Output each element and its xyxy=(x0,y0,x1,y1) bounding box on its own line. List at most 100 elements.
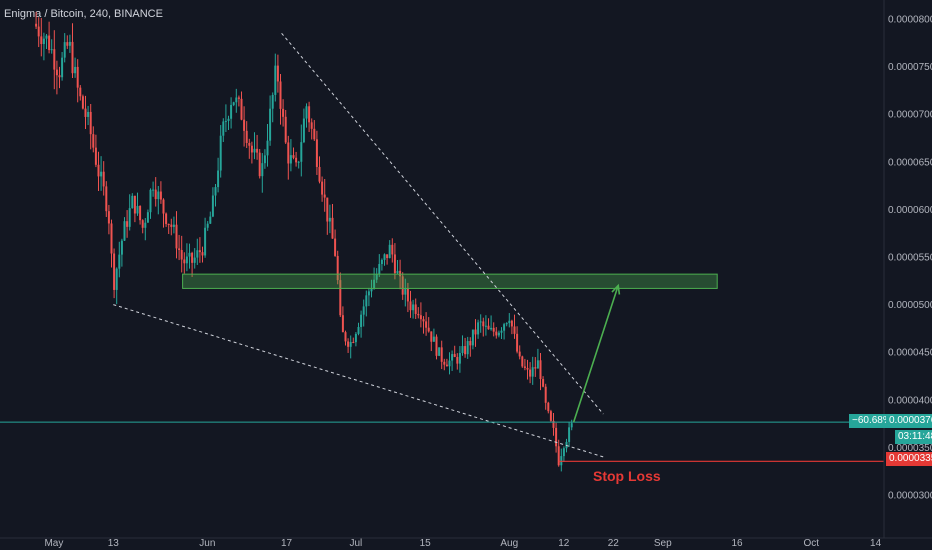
candle-body xyxy=(37,26,40,37)
candle-body xyxy=(521,356,524,367)
candle-body xyxy=(302,118,305,143)
candle-body xyxy=(536,360,539,369)
time-tick-label: May xyxy=(44,538,63,549)
candle-body xyxy=(45,35,48,39)
candle-body xyxy=(503,324,506,331)
candle-body xyxy=(196,250,199,258)
time-tick-label: 12 xyxy=(558,538,570,549)
candle-body xyxy=(365,295,368,307)
candle-body xyxy=(425,321,428,328)
candle-body xyxy=(341,315,344,333)
time-tick-label: 22 xyxy=(608,538,620,549)
candle-body xyxy=(258,152,261,177)
candle-body xyxy=(165,213,168,224)
candle-body xyxy=(211,195,214,217)
price-tick-label: 0.00005500 xyxy=(888,253,932,264)
overlays-layer xyxy=(0,32,884,462)
candle-body xyxy=(373,279,376,289)
target-arrow xyxy=(572,285,619,423)
last-price-tag: 0.00003765 xyxy=(886,414,932,428)
candle-body xyxy=(274,65,277,95)
candle-body xyxy=(414,304,417,314)
candle-body xyxy=(295,157,298,163)
candle-body xyxy=(453,354,456,357)
candle-body xyxy=(94,147,97,165)
candle-body xyxy=(427,327,430,332)
candle-body xyxy=(352,341,355,343)
candle-body xyxy=(375,274,378,280)
candle-body xyxy=(71,41,74,74)
candle-body xyxy=(360,314,363,327)
time-tick-label: Oct xyxy=(803,538,819,549)
time-axis: May 13 Jun 17 Jul 15 Aug 12 22 Sep 16 Oct 14 xyxy=(0,537,932,549)
candle-body xyxy=(289,155,292,164)
time-tick-label: Jul xyxy=(349,538,362,549)
candle-body xyxy=(131,195,134,209)
candle-body xyxy=(357,326,360,334)
candle-body xyxy=(570,423,573,428)
candle-body xyxy=(185,256,188,264)
candle-body xyxy=(516,333,519,352)
candle-body xyxy=(401,276,404,295)
candle-body xyxy=(68,41,71,46)
candle-body xyxy=(557,446,560,466)
candle-body xyxy=(443,361,446,365)
time-tick-label: 15 xyxy=(420,538,432,549)
time-tick-label: 17 xyxy=(281,538,293,549)
candle-body xyxy=(144,222,147,228)
candle-body xyxy=(448,360,451,367)
candle-body xyxy=(422,319,425,322)
candle-body xyxy=(84,108,87,117)
candle-body xyxy=(128,208,131,227)
price-tick-label: 0.00003000 xyxy=(888,491,932,502)
candle-body xyxy=(552,420,555,428)
candle-body xyxy=(180,250,183,260)
candle-body xyxy=(412,304,415,311)
candle-body xyxy=(61,57,64,78)
candle-body xyxy=(313,128,316,140)
candle-body xyxy=(438,347,441,356)
candle-body xyxy=(100,171,103,177)
lower-trendline xyxy=(113,304,604,458)
candle-body xyxy=(175,224,178,249)
candle-body xyxy=(461,346,464,353)
candle-body xyxy=(542,379,545,387)
candle-body xyxy=(74,66,77,74)
time-tick-label: Sep xyxy=(654,538,672,549)
candle-body xyxy=(287,142,290,164)
candle-body xyxy=(331,217,334,239)
candle-body xyxy=(209,216,212,224)
candle-body xyxy=(63,42,66,58)
candle-body xyxy=(484,325,487,327)
candle-body xyxy=(201,252,204,256)
candle-body xyxy=(297,161,300,163)
candle-body xyxy=(354,333,357,343)
candle-body xyxy=(456,356,459,364)
candle-body xyxy=(263,155,266,164)
candle-body xyxy=(466,341,469,355)
candle-body xyxy=(419,315,422,320)
candle-body xyxy=(549,411,552,421)
candle-body xyxy=(279,81,282,109)
upper-trendline xyxy=(281,32,604,415)
resistance-zone xyxy=(182,273,718,289)
candle-body xyxy=(378,264,381,275)
candle-body xyxy=(271,94,274,109)
candle-body xyxy=(230,104,233,119)
candle-body xyxy=(347,341,350,347)
candle-body xyxy=(321,181,324,195)
candle-body xyxy=(48,35,51,51)
candle-body xyxy=(35,23,38,27)
candle-body xyxy=(531,367,534,377)
candle-body xyxy=(149,189,152,213)
candle-body xyxy=(490,327,493,330)
candle-body xyxy=(435,336,438,356)
candle-body xyxy=(162,199,165,214)
candle-body xyxy=(469,341,472,346)
candle-body xyxy=(386,254,389,259)
price-tick-label: 0.00007000 xyxy=(888,110,932,121)
candle-body xyxy=(284,116,287,143)
candle-body xyxy=(58,75,61,78)
candle-body xyxy=(344,332,347,342)
